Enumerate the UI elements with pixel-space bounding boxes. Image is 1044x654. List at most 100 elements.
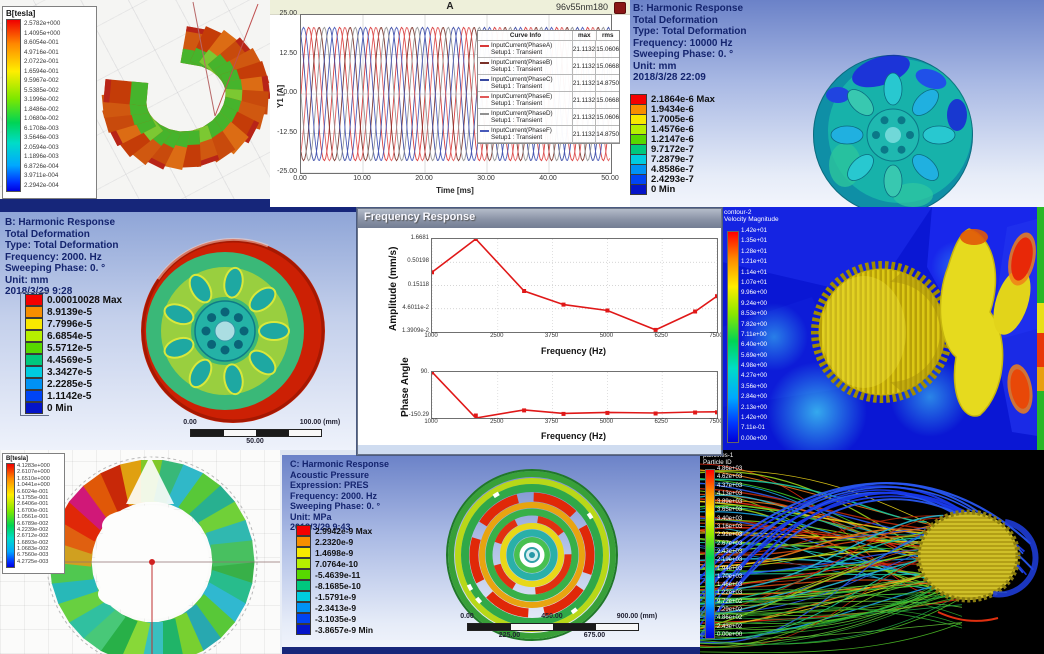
legend-title: B[tesla] bbox=[6, 9, 36, 18]
scale-ruler: 0.00 100.00 (mm) 50.00 bbox=[183, 419, 340, 449]
y-tick: -25.00 bbox=[277, 168, 297, 175]
curve-max: 21.1132 bbox=[573, 92, 597, 108]
ruler-segment bbox=[553, 624, 596, 630]
curve-cell: InputCurrent(PhaseA) Setup1 : Transient bbox=[478, 41, 573, 57]
legend-value: 1.4576e-6 bbox=[651, 123, 694, 135]
legend-row: 2.4293e-7 bbox=[630, 173, 715, 185]
plot-title: A bbox=[446, 1, 454, 12]
legend-value: 1.6594e-001 bbox=[24, 67, 59, 75]
window-title: Frequency Response bbox=[364, 211, 476, 223]
legend-value: 1.6700e-001 bbox=[17, 507, 49, 514]
panel-acoustic-pressure: C: Harmonic Response Acoustic Pressure Exp… bbox=[280, 455, 702, 654]
legend-value: -8.1685e-10 bbox=[315, 580, 361, 591]
header-line: Frequency: 2000. Hz bbox=[5, 251, 102, 263]
header-line: Expression: PRES bbox=[290, 480, 369, 490]
legend-title-line2: Velocity Magnitude bbox=[724, 216, 779, 223]
legend-value: 1.8486e-002 bbox=[24, 105, 59, 113]
wheel-model-viewport[interactable] bbox=[630, 0, 1044, 207]
legend-value: 1.7005e-6 bbox=[651, 113, 694, 125]
legend-row: -5.4639e-11 bbox=[296, 569, 373, 580]
legend-value: 2.2320e-9 bbox=[315, 536, 354, 547]
legend-value: 2.13e+00 bbox=[741, 403, 767, 411]
legend-value: 2.43e+02 bbox=[717, 623, 743, 630]
pathlines-viewport[interactable] bbox=[700, 450, 1044, 654]
legend-row: -8.1685e-10 bbox=[296, 580, 373, 591]
panel-maxwell-stator: B[tesla] 4.1283e+000 2.6107e+000 1.6510e+0… bbox=[0, 450, 280, 654]
table-row: InputCurrent(PhaseD) Setup1 : Transient 21… bbox=[478, 109, 619, 126]
curve-max: 21.1132 bbox=[573, 75, 597, 91]
y-tick: 1.6681 bbox=[410, 235, 429, 241]
legend-value: 2.6406e-001 bbox=[17, 501, 49, 508]
ruler-bar bbox=[190, 429, 322, 437]
window-titlebar[interactable]: Frequency Response bbox=[358, 209, 721, 228]
legend-value: 4.86e+03 bbox=[717, 466, 743, 472]
phase-y-label: Phase Angle bbox=[400, 357, 411, 417]
curve-swatch bbox=[480, 129, 489, 132]
contour-legend: contour-2 Velocity Magnitude bbox=[724, 209, 779, 223]
y-tick: 90. bbox=[420, 369, 429, 375]
legend-color-cell bbox=[296, 580, 311, 591]
header-line: Total Deformation bbox=[5, 228, 90, 240]
y-axis-label: Y1 [A] bbox=[276, 84, 285, 108]
y-tick: 0.15118 bbox=[407, 281, 429, 288]
legend-value: 2.92e+03 bbox=[717, 532, 743, 539]
legend-value: 0 Min bbox=[47, 402, 73, 414]
legend-value: 4.1283e+000 bbox=[17, 463, 50, 469]
table-row: InputCurrent(PhaseF) Setup1 : Transient 21… bbox=[478, 126, 619, 143]
header-line: Type: Total Deformation bbox=[633, 26, 747, 37]
legend-row: 2.2320e-9 bbox=[296, 536, 373, 547]
header-line: 2018/3/29 9:28 bbox=[5, 286, 73, 297]
legend-value: -3.8657e-9 Min bbox=[315, 624, 374, 635]
legend-value: 9.24e+00 bbox=[741, 299, 767, 307]
legend-value: 1.42e+00 bbox=[741, 414, 767, 422]
legend-value: 6.1708e-003 bbox=[24, 124, 59, 132]
curve-name: InputCurrent(PhaseB) bbox=[480, 59, 571, 66]
legend-value: 1.0441e+000 bbox=[17, 482, 50, 489]
x-tick: 0.00 bbox=[293, 175, 307, 182]
legend-row: 7.2879e-7 bbox=[630, 153, 715, 165]
legend-row: 7.7996e-5 bbox=[25, 318, 122, 330]
wheel-model-viewport[interactable] bbox=[0, 207, 357, 450]
legend-row: 9.7172e-7 bbox=[630, 143, 715, 155]
amplitude-y-label: Amplitude (mm/s) bbox=[388, 246, 399, 331]
amplitude-plot-frame bbox=[431, 238, 718, 333]
curve-label: InputCurrent(PhaseC) bbox=[491, 76, 553, 83]
coil-model-viewport[interactable] bbox=[0, 0, 270, 200]
table-row: InputCurrent(PhaseB) Setup1 : Transient 21… bbox=[478, 58, 619, 75]
legend-color-cell bbox=[296, 591, 311, 602]
legend-title-line1: contour-2 bbox=[724, 209, 752, 216]
curve-rms: 15.0606 bbox=[596, 45, 619, 53]
ruler-label: 50.00 bbox=[246, 438, 264, 445]
legend-value: -3.1035e-9 bbox=[315, 613, 357, 624]
header-line: Unit: mm bbox=[5, 274, 49, 286]
curve-label: InputCurrent(PhaseA) bbox=[491, 42, 553, 49]
curve-name: InputCurrent(PhaseF) bbox=[480, 127, 571, 134]
cfd-contour-viewport[interactable] bbox=[722, 207, 1044, 450]
header-line: B: Harmonic Response bbox=[5, 217, 116, 228]
legend-value: 1.28e+01 bbox=[741, 247, 767, 255]
curve-setup: Setup1 : Transient bbox=[491, 66, 543, 73]
legend-colorbar bbox=[6, 19, 21, 192]
plot-title-strip: A 96v55nm180 bbox=[270, 0, 630, 15]
curve-rms: 14.8750 bbox=[596, 130, 619, 138]
legend-color-cell bbox=[296, 525, 311, 536]
legend-value: 4.62e+03 bbox=[717, 474, 743, 481]
phase-curve bbox=[432, 372, 717, 418]
ruler-bar bbox=[467, 623, 639, 631]
legend-value: 1.2147e-6 bbox=[651, 133, 694, 145]
legend-title-line1: pathlines-1 bbox=[703, 452, 734, 459]
legend-value: 5.5385e-002 bbox=[24, 86, 59, 94]
legend-value: 2.67e+03 bbox=[717, 540, 743, 547]
legend-value: 6.8726e-004 bbox=[24, 162, 59, 170]
legend-row: 3.3427e-5 bbox=[25, 366, 122, 378]
ruler-label: 450.00 bbox=[541, 613, 563, 620]
stator-model-viewport[interactable] bbox=[0, 450, 280, 654]
result-legend: 2.9942e-9 Max 2.2320e-9 1.4698e-9 7.0764e-1… bbox=[296, 525, 373, 635]
legend-value: 4.13e+03 bbox=[717, 490, 743, 497]
ruler-segment bbox=[191, 430, 224, 436]
curve-rms: 15.0606 bbox=[596, 113, 619, 121]
legend-row: 1.1142e-5 bbox=[25, 390, 122, 402]
y-tick: -12.50 bbox=[277, 128, 297, 136]
table-header-row: Curve Info max rms bbox=[478, 31, 619, 41]
legend-value: 1.94e+03 bbox=[717, 565, 743, 572]
